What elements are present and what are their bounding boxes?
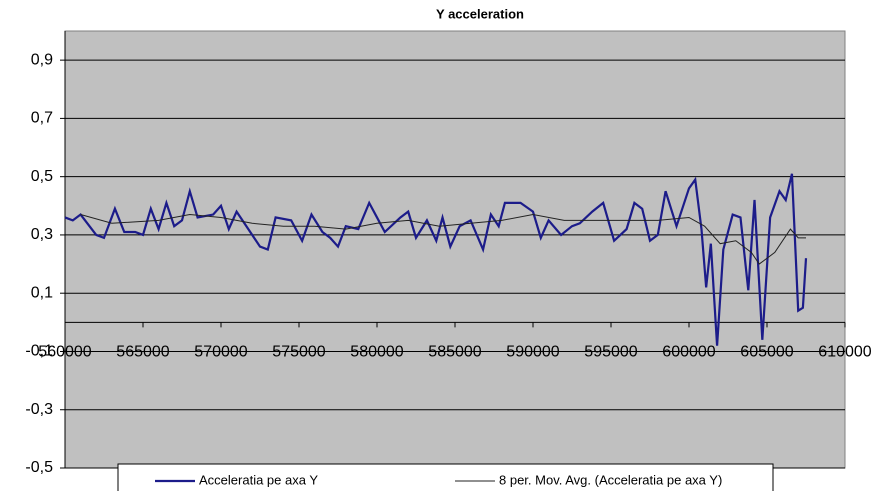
- x-tick-label: 575000: [272, 344, 325, 361]
- chart-title: Y acceleration: [436, 6, 524, 21]
- x-tick-label: 565000: [116, 344, 169, 361]
- y-tick-label: 0,9: [31, 51, 53, 68]
- x-tick-label: 590000: [506, 344, 559, 361]
- x-tick-label: 570000: [194, 344, 247, 361]
- x-tick-label: 560000: [38, 344, 91, 361]
- x-tick-label: 595000: [584, 344, 637, 361]
- x-tick-label: 600000: [662, 344, 715, 361]
- y-tick-label: -0,1: [25, 343, 53, 360]
- x-tick-label: 580000: [350, 344, 403, 361]
- data-line: [80, 214, 806, 265]
- y-tick-label: 0,1: [31, 284, 53, 301]
- y-tick-label: -0,3: [25, 401, 53, 418]
- legend-label: Acceleratia pe axa Y: [199, 472, 318, 487]
- plot-area: [64, 30, 846, 469]
- x-tick-label: 610000: [818, 344, 871, 361]
- legend-label: 8 per. Mov. Avg. (Acceleratia pe axa Y): [499, 472, 722, 487]
- data-line: [64, 173, 808, 346]
- y-tick-label: 0,5: [31, 168, 53, 185]
- x-tick-label: 605000: [740, 344, 793, 361]
- x-tick-label: 585000: [428, 344, 481, 361]
- y-tick-label: 0,3: [31, 226, 53, 243]
- y-tick-label: -0,5: [25, 459, 53, 476]
- y-tick-label: 0,7: [31, 110, 53, 127]
